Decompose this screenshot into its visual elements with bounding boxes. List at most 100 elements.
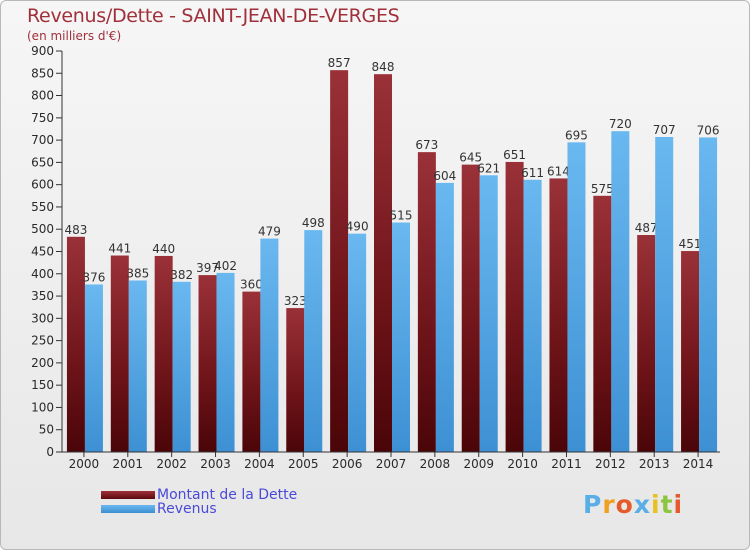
bar-dette xyxy=(110,255,129,452)
x-tick-label: 2012 xyxy=(595,457,626,471)
y-tick-label: 50 xyxy=(39,423,54,437)
x-tick-label: 2007 xyxy=(376,457,407,471)
bar-revenus xyxy=(392,222,410,452)
x-tick-label: 2014 xyxy=(683,457,714,471)
logo-letter: r xyxy=(602,490,616,519)
label-dette: 451 xyxy=(679,237,702,251)
chart-subtitle: (en milliers d'€) xyxy=(27,29,122,43)
bar-revenus xyxy=(304,230,323,452)
label-revenus: 707 xyxy=(653,123,676,137)
bar-revenus xyxy=(611,131,630,452)
x-tick-label: 2000 xyxy=(69,457,100,471)
x-tick-label: 2003 xyxy=(200,457,231,471)
bar-dette xyxy=(330,70,349,453)
label-revenus: 498 xyxy=(302,216,325,230)
logo-letter: P xyxy=(583,490,603,519)
legend-item-dette: Montant de la Dette xyxy=(101,488,297,502)
label-revenus: 611 xyxy=(521,166,544,180)
bar-revenus xyxy=(260,238,279,452)
bar-dette xyxy=(505,161,524,452)
bar-revenus xyxy=(84,284,103,452)
label-revenus: 621 xyxy=(477,161,500,175)
x-tick-label: 2011 xyxy=(551,457,582,471)
legend: Montant de la Dette Revenus xyxy=(101,488,297,516)
bar-dette xyxy=(681,251,700,452)
y-tick-label: 200 xyxy=(31,356,54,370)
bar-dette xyxy=(461,164,480,452)
logo-letter: x xyxy=(633,490,651,519)
bar-dette xyxy=(637,235,656,452)
x-tick-label: 2010 xyxy=(507,457,538,471)
x-tick-label: 2004 xyxy=(244,457,275,471)
y-tick-label: 250 xyxy=(31,334,54,348)
bar-revenus xyxy=(172,281,191,452)
bar-revenus xyxy=(348,233,367,452)
label-revenus: 385 xyxy=(126,266,149,280)
y-tick-label: 900 xyxy=(31,44,54,58)
x-tick-label: 2008 xyxy=(420,457,451,471)
logo-letter: i xyxy=(651,490,661,519)
y-tick-label: 750 xyxy=(31,111,54,125)
y-tick-label: 150 xyxy=(31,378,54,392)
y-tick-label: 700 xyxy=(31,133,54,147)
label-dette: 645 xyxy=(459,151,482,165)
proxiti-logo: Proxiti xyxy=(583,490,683,519)
label-dette: 441 xyxy=(108,242,131,256)
chart-title: Revenus/Dette - SAINT-JEAN-DE-VERGES xyxy=(27,5,400,27)
bar-revenus xyxy=(523,179,542,452)
y-tick-label: 650 xyxy=(31,155,54,169)
bar-dette xyxy=(242,291,261,452)
bar-revenus xyxy=(128,280,147,452)
legend-item-revenus: Revenus xyxy=(101,502,297,516)
y-tick-label: 550 xyxy=(31,200,54,214)
bar-revenus xyxy=(435,182,454,452)
y-tick-label: 350 xyxy=(31,289,54,303)
y-tick-label: 800 xyxy=(31,89,54,103)
label-dette: 857 xyxy=(328,56,351,70)
legend-swatch-dette xyxy=(101,491,155,499)
y-tick-label: 0 xyxy=(46,445,54,459)
label-revenus: 515 xyxy=(390,209,413,223)
label-dette: 440 xyxy=(152,242,175,256)
label-revenus: 604 xyxy=(433,169,456,183)
legend-swatch-revenus xyxy=(101,505,155,513)
label-revenus: 402 xyxy=(214,259,237,273)
bar-dette xyxy=(286,308,305,452)
y-tick-label: 300 xyxy=(31,311,54,325)
label-dette: 848 xyxy=(372,60,395,74)
bar-dette xyxy=(66,236,85,452)
bar-dette xyxy=(593,195,612,453)
x-tick-label: 2002 xyxy=(156,457,187,471)
label-dette: 487 xyxy=(635,221,658,235)
label-dette: 360 xyxy=(240,278,263,292)
label-dette: 575 xyxy=(591,182,614,196)
label-revenus: 479 xyxy=(258,225,281,239)
logo-letter: i xyxy=(673,490,684,519)
bar-dette xyxy=(549,178,568,452)
x-tick-label: 2005 xyxy=(288,457,319,471)
label-revenus: 376 xyxy=(82,270,105,284)
label-revenus: 382 xyxy=(170,268,193,282)
bar-revenus xyxy=(699,137,718,452)
label-dette: 651 xyxy=(503,148,526,162)
logo-letter: o xyxy=(615,490,634,519)
x-tick-label: 2001 xyxy=(113,457,144,471)
y-tick-label: 600 xyxy=(31,178,54,192)
bar-dette xyxy=(417,152,436,452)
logo-letter: t xyxy=(660,490,674,519)
y-tick-label: 500 xyxy=(31,222,54,236)
x-tick-label: 2009 xyxy=(463,457,494,471)
bar-revenus xyxy=(216,272,235,452)
label-dette: 483 xyxy=(64,223,87,237)
y-tick-label: 850 xyxy=(31,66,54,80)
y-tick-label: 400 xyxy=(31,267,54,281)
label-revenus: 490 xyxy=(346,220,369,234)
label-dette: 397 xyxy=(196,261,219,275)
bar-dette xyxy=(374,74,392,453)
bar-revenus xyxy=(655,136,674,452)
label-dette: 614 xyxy=(547,164,570,178)
label-dette: 673 xyxy=(415,138,438,152)
y-tick-label: 450 xyxy=(31,245,54,259)
label-revenus: 720 xyxy=(609,117,632,131)
